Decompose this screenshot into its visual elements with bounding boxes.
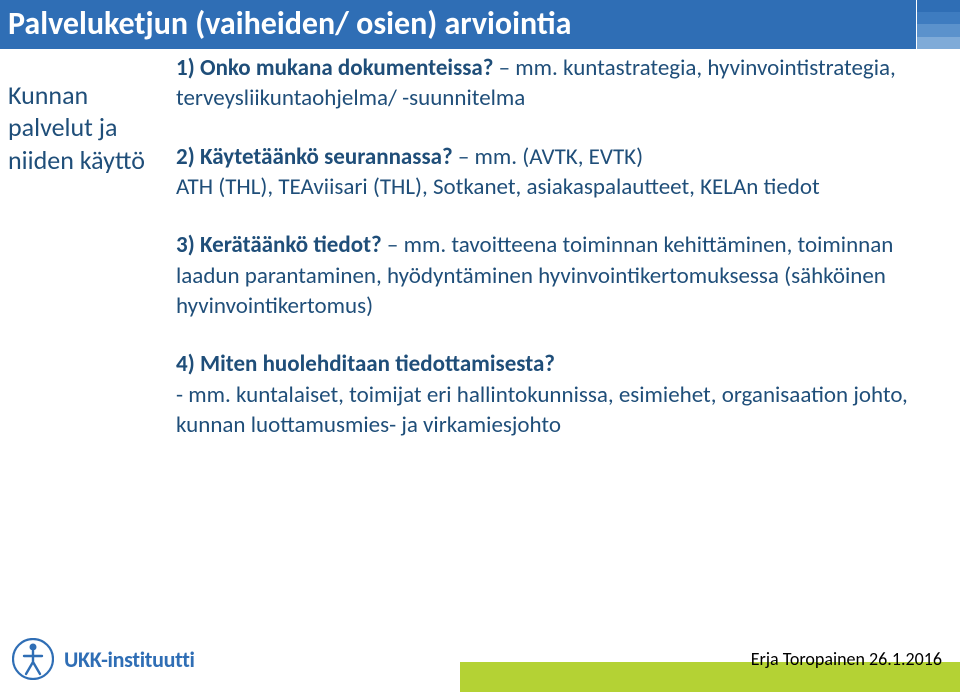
question-detail: - mm. kuntalaiset, toimijat eri hallinto… xyxy=(176,380,910,441)
slide-footer: UKK-instituutti Erja Toropainen 26.1.201… xyxy=(0,626,960,692)
slide-root: Palveluketjun (vaiheiden/ osien) arvioin… xyxy=(0,0,960,692)
title-bar-segment xyxy=(916,24,960,36)
title-bar-segment xyxy=(916,0,960,12)
question-lead: 2) Käytetäänkö seurannassa? – mm. (AVTK,… xyxy=(176,142,910,172)
logo: UKK-instituutti xyxy=(0,638,195,680)
content-row: Kunnan palvelut ja niiden käyttö 1) Onko… xyxy=(0,49,960,469)
question-lead: 3) Kerätäänkö tiedot? – mm. tavoitteena … xyxy=(176,230,910,321)
title-bar-segment xyxy=(916,12,960,24)
logo-icon xyxy=(12,638,54,680)
row-label: Kunnan palvelut ja niiden käyttö xyxy=(0,49,170,469)
title-accent-bars xyxy=(916,0,960,49)
question-detail: ATH (THL), TEAviisari (THL), Sotkanet, a… xyxy=(176,172,910,202)
question-lead: 1) Onko mukana dokumenteissa? – mm. kunt… xyxy=(176,53,910,114)
question-block: 4) Miten huolehditaan tiedottamisesta?- … xyxy=(176,349,910,440)
logo-text: UKK-instituutti xyxy=(64,646,195,673)
slide-title: Palveluketjun (vaiheiden/ osien) arvioin… xyxy=(0,0,916,49)
footer-date-text: Erja Toropainen 26.1.2016 xyxy=(751,648,942,670)
question-block: 2) Käytetäänkö seurannassa? – mm. (AVTK,… xyxy=(176,142,910,203)
questions-cell: 1) Onko mukana dokumenteissa? – mm. kunt… xyxy=(170,49,960,469)
question-lead-bold: 3) Kerätäänkö tiedot? xyxy=(176,231,382,259)
title-row: Palveluketjun (vaiheiden/ osien) arvioin… xyxy=(0,0,960,49)
question-block: 1) Onko mukana dokumenteissa? – mm. kunt… xyxy=(176,53,910,114)
question-lead: 4) Miten huolehditaan tiedottamisesta? xyxy=(176,349,910,379)
question-lead-bold: 2) Käytetäänkö seurannassa? xyxy=(176,143,453,171)
title-bar-segment xyxy=(916,37,960,49)
question-block: 3) Kerätäänkö tiedot? – mm. tavoitteena … xyxy=(176,230,910,321)
question-lead-bold: 1) Onko mukana dokumenteissa? xyxy=(176,54,493,82)
question-lead-bold: 4) Miten huolehditaan tiedottamisesta? xyxy=(176,350,555,378)
question-lead-tail: – mm. (AVTK, EVTK) xyxy=(453,143,643,171)
